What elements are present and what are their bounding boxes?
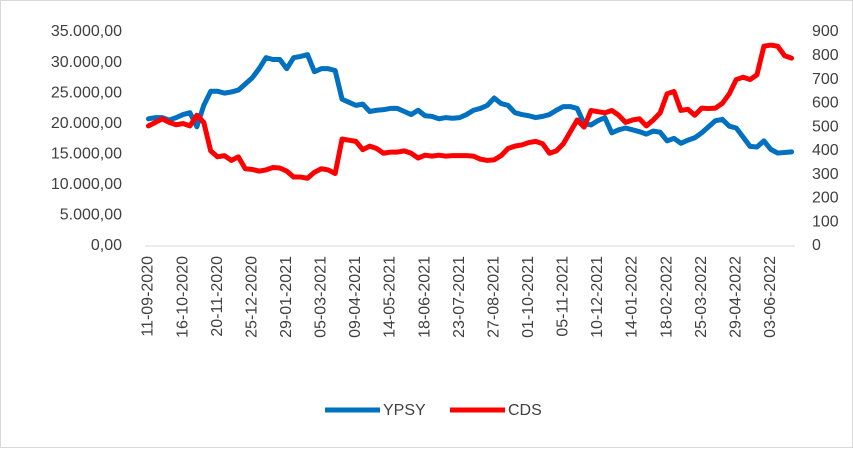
y2-tick-label: 200	[812, 190, 839, 207]
y2-tick-label: 800	[812, 47, 839, 64]
x-tick-label: 14-01-2022	[624, 256, 641, 338]
x-tick-label: 20-11-2020	[209, 256, 226, 337]
x-tick-label: 29-04-2022	[727, 256, 744, 338]
y-tick-label: 5.000,00	[60, 207, 122, 224]
legend-label: CDS	[508, 402, 542, 419]
x-tick-label: 05-11-2021	[555, 256, 572, 337]
series-line	[145, 52, 795, 156]
x-tick-label: 27-08-2021	[485, 256, 502, 338]
x-tick-label: 23-07-2021	[451, 256, 468, 338]
y-tick-label: 20.000,00	[51, 115, 122, 132]
y2-tick-label: 0	[812, 237, 821, 254]
y-tick-label: 0,00	[91, 237, 122, 254]
y-tick-label: 30.000,00	[51, 54, 122, 71]
x-tick-label: 18-06-2021	[416, 256, 433, 338]
y2-tick-label: 600	[812, 95, 839, 112]
x-tick-label: 25-03-2022	[693, 256, 710, 338]
y-tick-label: 25.000,00	[51, 84, 122, 101]
legend-label: YPSY	[383, 402, 426, 419]
y2-tick-label: 500	[812, 118, 839, 135]
y-tick-label: 10.000,00	[51, 176, 122, 193]
y2-tick-label: 300	[812, 166, 839, 183]
series-line	[145, 42, 795, 181]
x-tick-label: 01-10-2021	[520, 256, 537, 338]
x-tick-label: 14-05-2021	[382, 256, 399, 338]
y-tick-label: 35.000,00	[51, 23, 122, 40]
x-tick-label: 10-12-2021	[589, 256, 606, 338]
x-tick-label: 29-01-2021	[278, 256, 295, 338]
x-tick-label: 09-04-2021	[347, 256, 364, 338]
x-tick-label: 25-12-2020	[243, 256, 260, 338]
x-tick-label: 18-02-2022	[658, 256, 675, 338]
y2-tick-label: 700	[812, 71, 839, 88]
y2-tick-label: 900	[812, 23, 839, 40]
y-tick-label: 15.000,00	[51, 146, 122, 163]
x-tick-label: 11-09-2020	[140, 256, 157, 337]
x-tick-label: 16-10-2020	[174, 256, 191, 338]
x-tick-label: 05-03-2021	[313, 256, 330, 338]
y2-tick-label: 100	[812, 213, 839, 230]
x-tick-label: 03-06-2022	[762, 256, 779, 338]
y2-tick-label: 400	[812, 142, 839, 159]
